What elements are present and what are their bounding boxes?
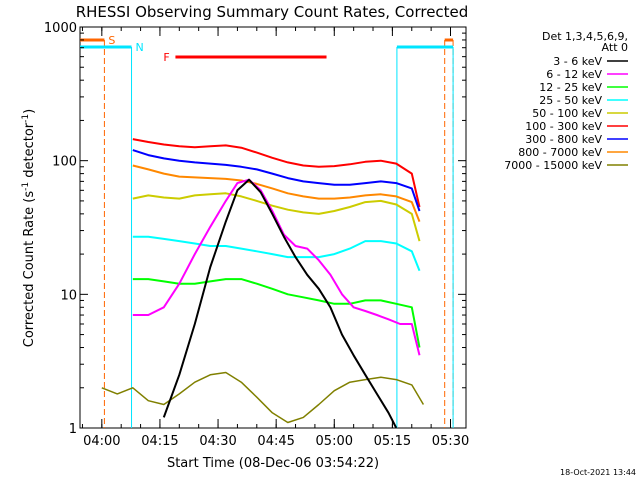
y-tick-label: 1000 [44, 21, 77, 36]
legend-label: 3 - 6 keV [553, 55, 602, 68]
flag-label-F: F [163, 51, 169, 64]
x-tick-label: 04:30 [199, 434, 236, 449]
legend-label: 12 - 25 keV [539, 81, 602, 94]
y-axis-label-part: Corrected Count Rate (s [22, 191, 37, 348]
series-line-25-50-kev [132, 235, 421, 272]
series-line-100-300-kev [132, 138, 421, 208]
y-axis-label-sup: -1 [21, 182, 31, 191]
legend-label: 300 - 800 keV [525, 133, 602, 146]
x-tick-label: 04:15 [141, 434, 178, 449]
flag-label-S: S [108, 34, 115, 47]
series-line-7000-15000-kev [101, 371, 425, 424]
chart-title: RHESSI Observing Summary Count Rates, Co… [76, 3, 469, 21]
x-tick-label: 05:15 [374, 434, 411, 449]
legend-header: Det 1,3,4,5,6,9, [542, 30, 628, 43]
legend-header: Att 0 [602, 41, 628, 54]
x-axis-label: Start Time (08-Dec-06 03:54:22) [167, 456, 379, 471]
series-layer [101, 138, 425, 429]
legend-label: 100 - 300 keV [525, 120, 602, 133]
legend-label: 800 - 7000 keV [518, 146, 602, 159]
x-tick-label: 05:00 [316, 434, 353, 449]
y-tick-label: 10 [60, 288, 77, 303]
series-line-300-800-kev [132, 149, 421, 212]
y-tick-label: 100 [52, 155, 77, 170]
flag-label-N: N [136, 41, 144, 54]
x-axis: 04:00 04:15 04:30 04:45 05:00 05:15 05:30 [81, 27, 469, 449]
y-tick-label: 1 [69, 422, 77, 437]
y-axis-label-part: ) [22, 109, 37, 114]
x-tick-label: 05:30 [432, 434, 469, 449]
y-axis-label: Corrected Count Rate (s-1 detector-1) [21, 109, 37, 347]
timestamp: 18-Oct-2021 13:44 [560, 468, 636, 477]
y-axis-label-sup: -1 [21, 114, 31, 123]
legend-label: 6 - 12 keV [546, 68, 602, 81]
plot-frame [79, 26, 467, 429]
legend-label: 7000 - 15000 keV [504, 159, 602, 172]
x-tick-label: 04:45 [257, 434, 294, 449]
series-line-12-25-kev [132, 278, 421, 348]
legend-label: 50 - 100 keV [532, 107, 602, 120]
series-line-800-7000-kev [132, 164, 421, 222]
series-line-6-12-kev [132, 178, 421, 356]
y-axis-label-part: detector [22, 122, 37, 182]
series-line-3-6-kev [162, 178, 398, 429]
y-axis: 1 10 100 1000 [44, 21, 466, 437]
series-line-50-100-kev [132, 192, 421, 242]
legend-label: 25 - 50 keV [539, 94, 602, 107]
flag-bars: S N F [80, 34, 454, 428]
x-tick-label: 04:00 [83, 434, 120, 449]
